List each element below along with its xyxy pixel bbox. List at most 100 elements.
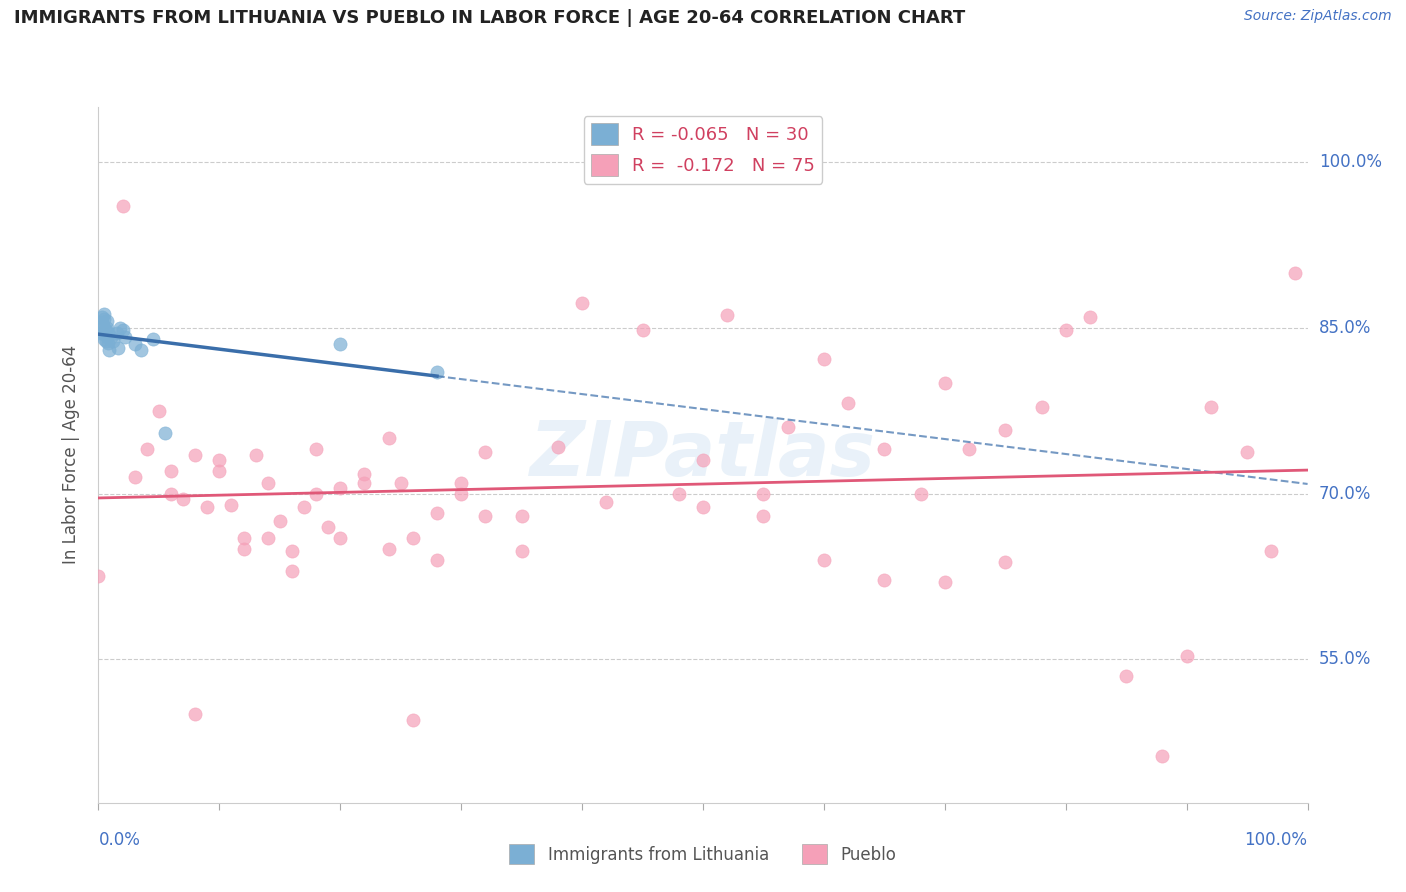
Point (571, 295, 593, 310)
Point (142, 332, 165, 346)
Point (426, 507, 449, 521)
Point (1175, 648, 1198, 663)
Text: 0.0%: 0.0% (98, 830, 141, 848)
Point (195, 500, 218, 514)
Point (305, 442, 328, 457)
Point (93, 307, 115, 321)
Point (873, 442, 896, 457)
Point (208, 453, 231, 467)
Point (96, 330, 118, 344)
Point (208, 465, 231, 479)
Point (108, 321, 131, 335)
Point (510, 508, 533, 523)
Point (91, 318, 114, 333)
Point (111, 199, 134, 213)
Point (426, 553, 449, 567)
Point (91, 315, 114, 329)
Point (329, 481, 352, 495)
Point (107, 341, 129, 355)
Point (1115, 669, 1137, 683)
Point (184, 448, 207, 462)
Point (716, 308, 738, 322)
Point (1031, 401, 1053, 415)
Point (994, 423, 1017, 437)
Point (1078, 310, 1101, 324)
Point (1152, 749, 1174, 764)
Point (148, 403, 170, 417)
Point (184, 707, 207, 722)
Point (93, 332, 115, 346)
Point (426, 365, 449, 379)
Point (450, 475, 472, 490)
Point (160, 486, 183, 500)
Point (129, 343, 152, 357)
Point (269, 514, 291, 528)
Point (232, 531, 254, 545)
Point (221, 498, 243, 512)
Point (994, 555, 1017, 569)
Point (316, 519, 339, 533)
Legend: Immigrants from Lithuania, Pueblo: Immigrants from Lithuania, Pueblo (503, 838, 903, 871)
Point (98, 343, 121, 357)
Point (595, 495, 617, 509)
Point (124, 337, 146, 351)
Point (377, 541, 399, 556)
Y-axis label: In Labor Force | Age 20-64: In Labor Force | Age 20-64 (62, 345, 80, 565)
Point (450, 486, 472, 500)
Point (1236, 444, 1258, 458)
Point (100, 330, 122, 344)
Point (910, 486, 932, 500)
Point (752, 508, 775, 523)
Point (96, 321, 118, 335)
Point (281, 564, 304, 578)
Point (631, 323, 654, 337)
Point (105, 326, 128, 341)
Point (124, 470, 146, 484)
Point (1284, 266, 1306, 280)
Point (91, 326, 114, 341)
Text: 85.0%: 85.0% (1319, 319, 1371, 337)
Point (329, 337, 352, 351)
Point (813, 351, 835, 366)
Point (281, 544, 304, 558)
Point (232, 541, 254, 556)
Point (87, 569, 110, 583)
Point (776, 420, 799, 434)
Point (957, 442, 980, 457)
Text: 55.0%: 55.0% (1319, 650, 1371, 668)
Point (692, 453, 714, 467)
Text: IMMIGRANTS FROM LITHUANIA VS PUEBLO IN LABOR FORCE | AGE 20-64 CORRELATION CHART: IMMIGRANTS FROM LITHUANIA VS PUEBLO IN L… (14, 9, 966, 27)
Point (402, 531, 425, 545)
Point (96, 314, 118, 328)
Point (89, 326, 111, 341)
Point (160, 465, 183, 479)
Point (873, 573, 896, 587)
Point (97, 336, 120, 351)
Point (1260, 544, 1282, 558)
Point (90, 321, 112, 335)
Point (94, 334, 117, 348)
Point (91, 310, 114, 324)
Point (101, 334, 124, 348)
Point (474, 444, 496, 458)
Point (377, 431, 399, 445)
Point (114, 330, 136, 344)
Point (1199, 401, 1222, 415)
Point (353, 475, 375, 490)
Text: ZIPatlas: ZIPatlas (530, 418, 876, 491)
Point (837, 396, 859, 410)
Point (668, 486, 690, 500)
Point (153, 425, 176, 440)
Point (172, 492, 194, 507)
Text: 100.0%: 100.0% (1244, 830, 1308, 848)
Point (305, 486, 328, 500)
Point (934, 574, 956, 589)
Point (111, 323, 134, 337)
Point (510, 544, 533, 558)
Point (402, 713, 425, 727)
Point (389, 475, 412, 490)
Point (93, 312, 115, 326)
Point (135, 442, 157, 457)
Point (353, 467, 375, 481)
Point (813, 553, 835, 567)
